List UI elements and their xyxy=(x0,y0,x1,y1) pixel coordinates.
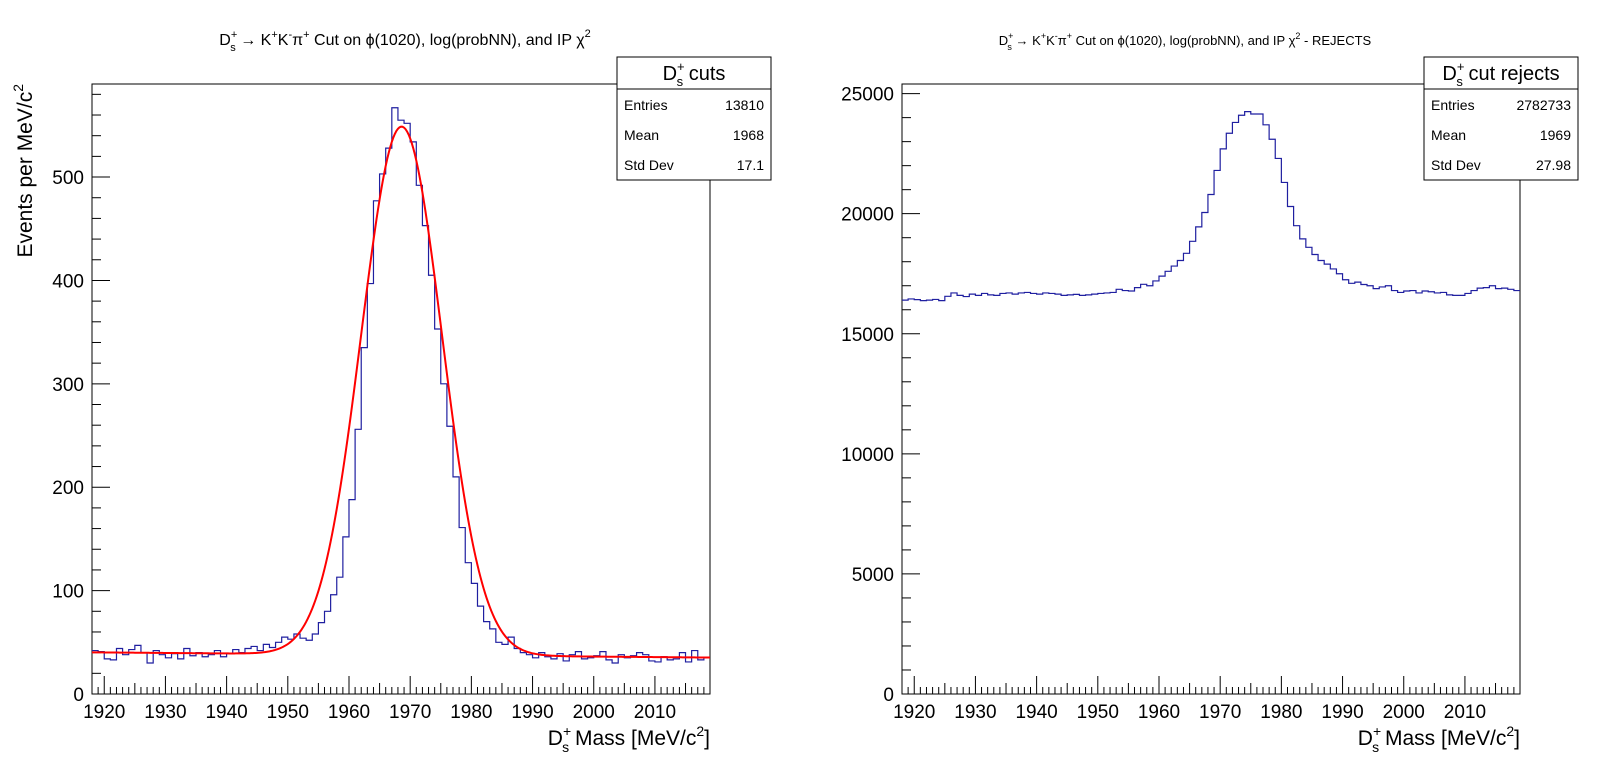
left-x-tick-label: 1960 xyxy=(328,702,370,723)
left-axis-ticks xyxy=(91,93,711,695)
left-stats-mean-value: 1968 xyxy=(733,127,764,143)
left-x-axis-label: D+ s Mass [MeV/c2] xyxy=(548,723,710,755)
right-x-tick-label: 1960 xyxy=(1138,702,1180,723)
right-y-tick-label: 0 xyxy=(883,685,894,706)
left-stats-stddev-value: 17.1 xyxy=(737,157,764,173)
left-y-tick-label: 300 xyxy=(52,375,84,396)
right-y-tick-label: 10000 xyxy=(841,445,894,466)
right-x-tick-label: 1920 xyxy=(893,702,935,723)
right-histogram-series xyxy=(902,111,1520,302)
right-chart-title: D+ s → K+K-π+ Cut on ϕ(1020), log(probNN)… xyxy=(999,31,1372,52)
left-stats-frame xyxy=(616,56,772,181)
right-stats-entries-value: 2782733 xyxy=(1516,97,1571,113)
right-x-axis-label: D+ s Mass [MeV/c2] xyxy=(1358,723,1520,755)
left-chart-title: D+ s → K+K-π+ Cut on ϕ(1020), log(probNN)… xyxy=(219,28,590,54)
right-x-tick-label: 1930 xyxy=(954,702,996,723)
right-x-tick-labels: 1920 1930 1940 1950 1960 1970 1980 1990 2000 2010 xyxy=(893,702,1486,723)
left-stats-box: D+ s cuts Entries 13810 Mean 1968 Std Dev… xyxy=(616,56,772,181)
left-stats-mean-label: Mean xyxy=(624,127,659,143)
left-x-tick-label: 2000 xyxy=(573,702,615,723)
left-y-tick-label: 0 xyxy=(73,685,84,706)
right-stats-title: D+ s cut rejects xyxy=(1442,59,1559,89)
right-stats-frame xyxy=(1423,56,1579,181)
left-y-tick-labels: 0 100 200 300 400 500 xyxy=(52,168,84,706)
left-y-tick-label: 200 xyxy=(52,478,84,499)
right-x-tick-label: 1970 xyxy=(1199,702,1241,723)
left-stats-stddev-label: Std Dev xyxy=(624,157,674,173)
left-x-tick-label: 1930 xyxy=(144,702,186,723)
right-x-tick-label: 2010 xyxy=(1444,702,1486,723)
right-y-tick-label: 20000 xyxy=(841,205,894,226)
left-stats-entries-label: Entries xyxy=(624,97,668,113)
right-histogram-panel: D+ s → K+K-π+ Cut on ϕ(1020), log(probNN)… xyxy=(841,31,1579,755)
left-y-axis-label: Events per MeV/c2 xyxy=(10,84,37,258)
left-histogram-series xyxy=(92,107,710,664)
right-stats-mean-label: Mean xyxy=(1431,127,1466,143)
right-y-tick-label: 25000 xyxy=(841,85,894,106)
left-plot-frame xyxy=(91,83,711,695)
right-y-tick-label: 15000 xyxy=(841,325,894,346)
left-fit-curve xyxy=(91,125,711,659)
left-x-tick-label: 1940 xyxy=(205,702,247,723)
left-histogram-panel: D+ s → K+K-π+ Cut on ϕ(1020), log(probNN)… xyxy=(10,28,772,755)
left-y-tick-label: 400 xyxy=(52,271,84,292)
right-stats-stddev-value: 27.98 xyxy=(1536,157,1571,173)
right-x-tick-label: 1980 xyxy=(1260,702,1302,723)
right-x-tick-label: 2000 xyxy=(1383,702,1425,723)
right-x-tick-label: 1940 xyxy=(1015,702,1057,723)
left-x-tick-label: 1970 xyxy=(389,702,431,723)
right-stats-stddev-label: Std Dev xyxy=(1431,157,1481,173)
right-y-tick-label: 5000 xyxy=(852,565,894,586)
right-x-tick-label: 1950 xyxy=(1077,702,1119,723)
right-stats-box: D+ s cut rejects Entries 2782733 Mean 196… xyxy=(1423,56,1579,181)
right-plot-frame xyxy=(901,83,1521,695)
left-x-tick-label: 1990 xyxy=(511,702,553,723)
right-y-tick-labels: 0 5000 10000 15000 20000 25000 xyxy=(841,85,894,706)
left-y-tick-label: 500 xyxy=(52,168,84,189)
left-x-tick-labels: 1920 1930 1940 1950 1960 1970 1980 1990 2000 2010 xyxy=(83,702,676,723)
left-stats-title: D+ s cuts xyxy=(663,59,726,89)
left-x-tick-label: 1920 xyxy=(83,702,125,723)
right-stats-mean-value: 1969 xyxy=(1540,127,1571,143)
left-stats-entries-value: 13810 xyxy=(725,97,764,113)
right-x-tick-label: 1990 xyxy=(1321,702,1363,723)
left-x-tick-label: 1950 xyxy=(267,702,309,723)
left-x-tick-label: 1980 xyxy=(450,702,492,723)
right-stats-entries-label: Entries xyxy=(1431,97,1475,113)
left-y-tick-label: 100 xyxy=(52,582,84,603)
right-axis-ticks xyxy=(901,93,1521,695)
left-x-tick-label: 2010 xyxy=(634,702,676,723)
